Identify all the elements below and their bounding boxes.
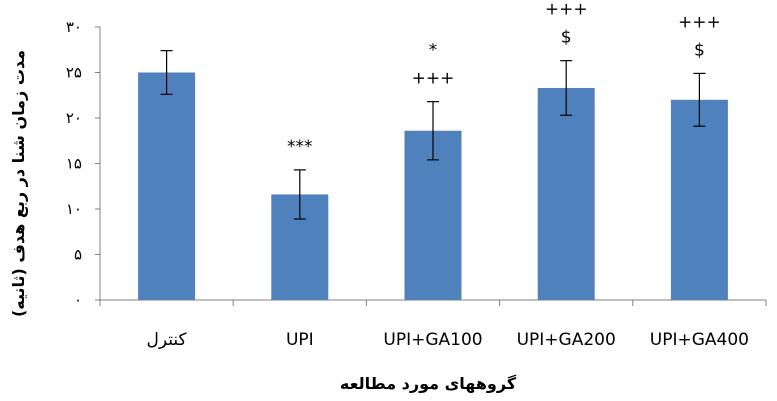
- significance-mark: +++: [545, 0, 588, 20]
- y-tick-label: ۲۰: [66, 109, 82, 127]
- y-axis-title: مدت زمان شنا در ربع هدف (ثانیه): [9, 50, 28, 317]
- bar: [670, 99, 728, 300]
- y-tick-label: ۳۰: [66, 18, 82, 36]
- y-tick-label: ۰: [74, 291, 82, 309]
- significance-mark: *: [429, 41, 438, 61]
- x-tick-label: کنترل: [147, 330, 188, 350]
- annotations: ****++++++$+++$: [287, 0, 721, 157]
- x-tick-label: UPI: [286, 330, 314, 350]
- bar: [537, 87, 595, 300]
- significance-mark: ***: [287, 137, 313, 157]
- y-tick-label: ۱۵: [66, 155, 82, 173]
- y-tick-label: ۵: [74, 246, 82, 264]
- axes: ۰ ۵ ۱۰ ۱۵ ۲۰ ۲۵ ۳۰ کنترل UPI UPI+GA100 UPI+GA200 UP…: [66, 18, 767, 350]
- x-tick-label: UPI+GA400: [650, 330, 749, 350]
- x-axis-title: گروههای مورد مطالعه: [340, 374, 517, 393]
- bars: [138, 50, 728, 300]
- x-tick-label: UPI+GA100: [383, 330, 482, 350]
- y-tick-label: ۲۵: [66, 64, 82, 82]
- significance-mark: $: [694, 40, 705, 60]
- significance-mark: $: [561, 28, 572, 48]
- significance-mark: +++: [678, 12, 721, 32]
- y-tick-label: ۱۰: [66, 200, 82, 218]
- significance-mark: +++: [412, 69, 455, 89]
- x-tick-label: UPI+GA200: [517, 330, 616, 350]
- bar: [138, 72, 196, 300]
